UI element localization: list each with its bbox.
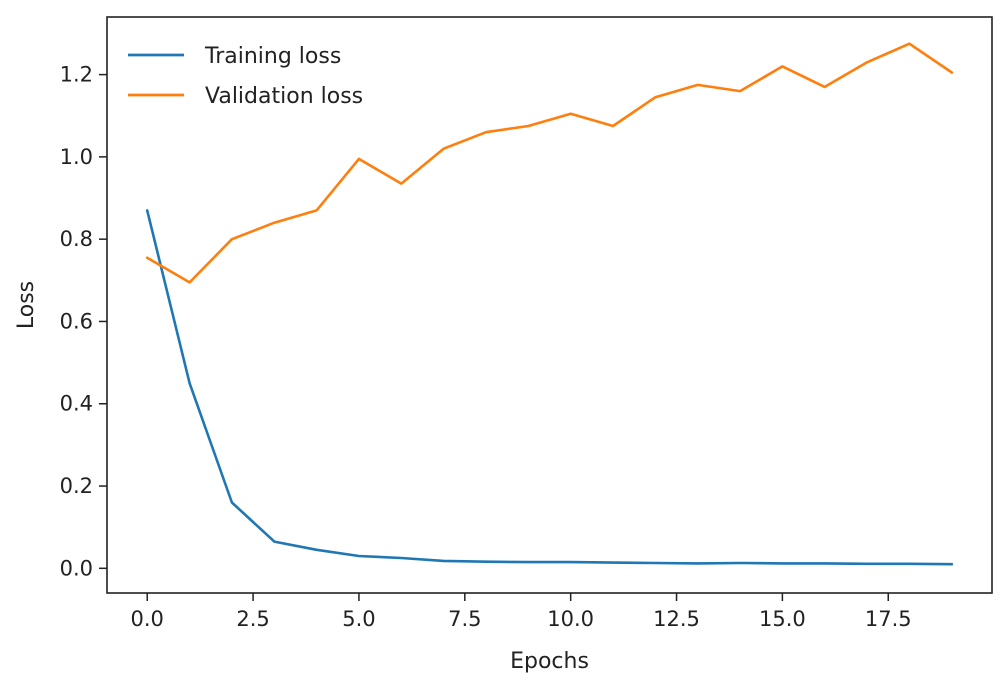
legend-label-validation-loss: Validation loss [205, 84, 363, 109]
x-tick-label: 2.5 [236, 607, 269, 631]
y-axis-label: Loss [14, 281, 39, 329]
legend: Training loss Validation loss [128, 44, 363, 109]
training-loss-line [145, 209, 954, 566]
x-tick-label: 10.0 [547, 607, 594, 631]
x-axis-label: Epochs [510, 649, 589, 674]
plot-area-frame [106, 16, 993, 594]
y-tick-label: 1.0 [60, 145, 93, 169]
x-tick-label: 5.0 [342, 607, 375, 631]
series-lines [145, 42, 954, 566]
y-tick-label: 0.4 [60, 392, 93, 416]
x-tick-label: 7.5 [448, 607, 481, 631]
y-tick-label: 1.2 [60, 63, 93, 87]
y-tick-label: 0.0 [60, 556, 93, 580]
x-axis-ticks: 0.0 2.5 5.0 7.5 10.0 12.5 15.0 17.5 [131, 593, 912, 631]
y-axis-ticks: 0.0 0.2 0.4 0.6 0.8 1.0 1.2 [60, 63, 107, 580]
x-tick-label: 17.5 [865, 607, 912, 631]
x-tick-label: 0.0 [131, 607, 164, 631]
y-tick-label: 0.8 [60, 227, 93, 251]
legend-label-training-loss: Training loss [204, 44, 341, 69]
y-tick-label: 0.2 [60, 474, 93, 498]
x-tick-label: 15.0 [759, 607, 806, 631]
y-tick-label: 0.6 [60, 309, 93, 333]
validation-loss-line [145, 42, 954, 284]
x-tick-label: 12.5 [653, 607, 700, 631]
